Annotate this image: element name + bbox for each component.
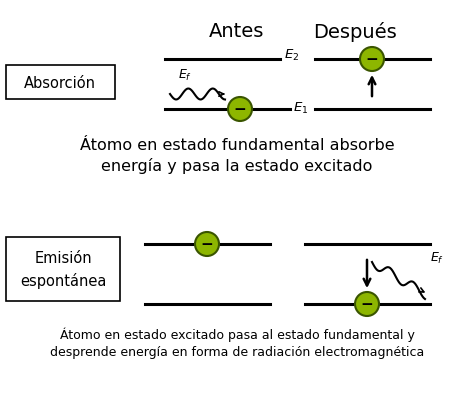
- Text: Átomo en estado fundamental absorbe
energía y pasa la estado excitado: Átomo en estado fundamental absorbe ener…: [80, 138, 394, 174]
- Text: Antes: Antes: [210, 22, 264, 41]
- Text: Emisión
espontánea: Emisión espontánea: [20, 251, 106, 288]
- Text: $E_2$: $E_2$: [284, 47, 299, 63]
- FancyBboxPatch shape: [6, 66, 115, 100]
- Text: $E_f$: $E_f$: [178, 67, 192, 82]
- Circle shape: [360, 48, 384, 72]
- Text: Absorción: Absorción: [24, 75, 96, 90]
- Text: −: −: [365, 52, 378, 67]
- Circle shape: [228, 98, 252, 122]
- Text: Átomo en estado excitado pasa al estado fundamental y
desprende energía en forma: Átomo en estado excitado pasa al estado …: [50, 327, 424, 359]
- Text: −: −: [234, 102, 246, 117]
- Text: $E_1$: $E_1$: [293, 100, 309, 115]
- Text: −: −: [361, 297, 374, 312]
- Circle shape: [195, 232, 219, 256]
- Circle shape: [355, 292, 379, 316]
- Text: −: −: [201, 237, 213, 252]
- FancyBboxPatch shape: [6, 237, 120, 301]
- Text: $E_f$: $E_f$: [430, 250, 444, 265]
- Text: Después: Después: [313, 22, 397, 42]
